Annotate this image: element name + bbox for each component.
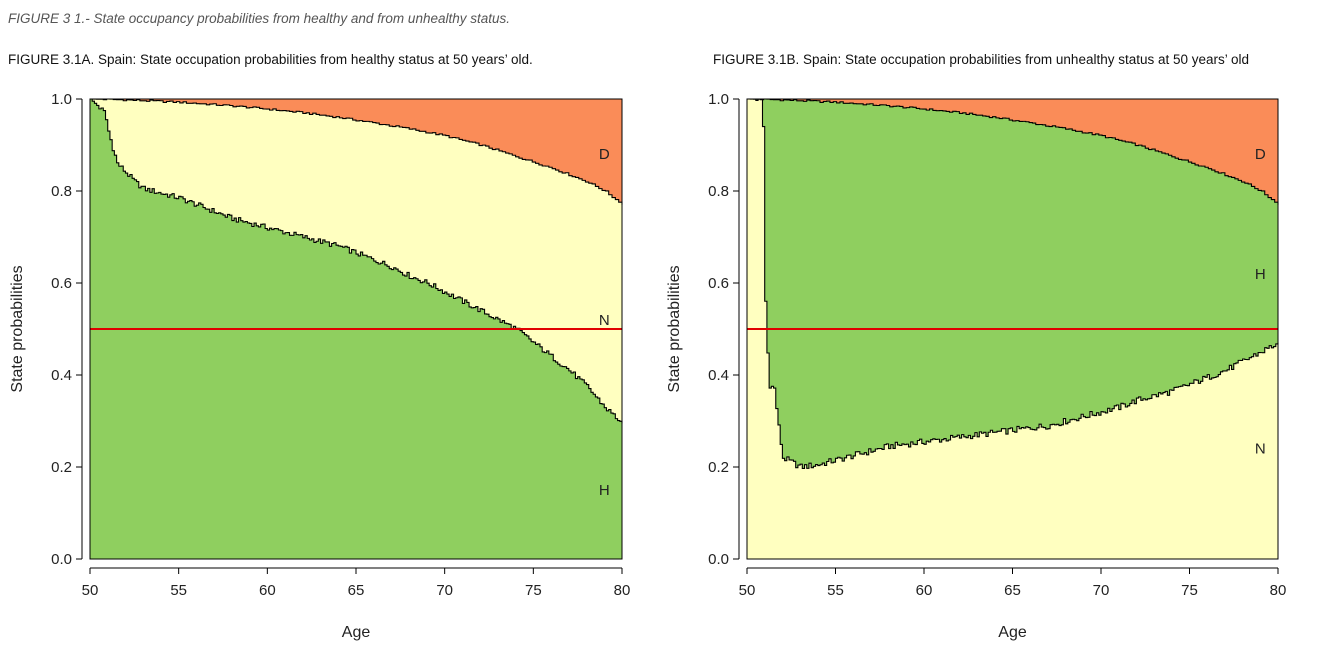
area-D [747,99,1278,205]
boundary-line-upper [90,98,623,205]
y-axis-label: State probabilities [666,265,683,392]
area-H [747,99,1278,469]
x-tick-label: 50 [82,582,99,599]
y-tick-label: 0.4 [708,367,729,384]
chart-panel-a: 0.0 0.2 0.4 0.6 0.8 1.0 50 55 60 65 70 75 80 Age State… [9,91,631,641]
x-tick-label: 70 [436,582,453,599]
x-tick-label: 55 [827,582,844,599]
x-tick-label: 50 [739,582,756,599]
plot-frame [746,98,1279,560]
x-tick-label: 75 [525,582,542,599]
x-tick-label: 65 [1004,582,1021,599]
series-label-H: H [1255,266,1266,283]
figure-title: FIGURE 3 1.- State occupancy probabiliti… [8,11,510,26]
panel-a-title: FIGURE 3.1A. Spain: State occupation pro… [8,52,533,67]
series-label-H: H [599,482,610,499]
y-tick-label: 1.0 [708,91,729,108]
series-label-D: D [599,146,610,163]
x-tick-label: 80 [614,582,631,599]
x-axis-label: Age [998,624,1027,641]
y-tick-label: 0.6 [708,275,729,292]
panel-b-title: FIGURE 3.1B. Spain: State occupation pro… [713,52,1250,67]
area-N [747,99,1278,559]
y-tick-label: 0.2 [51,459,72,476]
series-label-N: N [1255,441,1266,458]
y-tick-label: 0.0 [708,551,729,568]
boundary-line-lower [747,98,1279,470]
x-tick-label: 80 [1270,582,1287,599]
y-tick-label: 1.0 [51,91,72,108]
area-N [90,99,622,424]
y-tick-label: 0.2 [708,459,729,476]
y-tick-label: 0.6 [51,275,72,292]
area-D [90,99,622,205]
x-tick-label: 75 [1181,582,1198,599]
chart-panel-b: 0.0 0.2 0.4 0.6 0.8 1.0 50 55 60 65 70 75 80 Age State… [666,91,1287,641]
x-tick-label: 65 [348,582,365,599]
y-tick-label: 0.8 [708,183,729,200]
boundary-line-upper [747,98,1279,205]
boundary-line-lower [90,98,623,424]
x-axis-label: Age [342,624,371,641]
x-tick-label: 60 [259,582,276,599]
x-tick-label: 70 [1093,582,1110,599]
plot-frame [89,98,623,560]
y-axis-label: State probabilities [9,265,26,392]
y-tick-label: 0.4 [51,367,72,384]
series-label-N: N [599,312,610,329]
y-tick-label: 0.8 [51,183,72,200]
x-tick-label: 55 [170,582,187,599]
y-tick-label: 0.0 [51,551,72,568]
series-label-D: D [1255,146,1266,163]
x-tick-label: 60 [916,582,933,599]
